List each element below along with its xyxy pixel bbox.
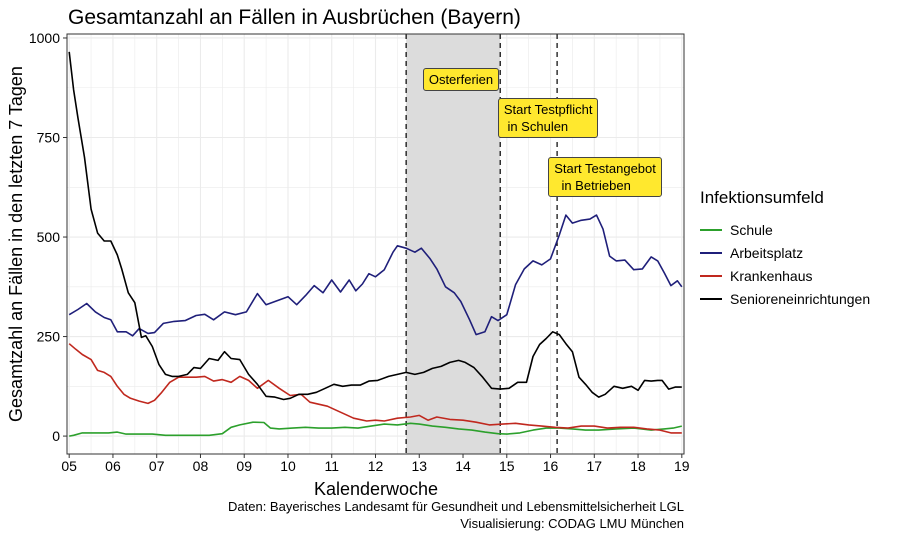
y-axis-label: Gesamtzahl an Fällen in den letzten 7 Ta… bbox=[6, 66, 26, 422]
x-tick-label: 11 bbox=[324, 458, 339, 474]
legend-key bbox=[700, 228, 722, 231]
legend-items: Schule Arbeitsplatz Krankenhaus Seniorenein… bbox=[700, 218, 870, 310]
y-tick-label: 750 bbox=[37, 130, 61, 146]
x-tick-label: 19 bbox=[674, 458, 690, 474]
shaded-region bbox=[406, 34, 501, 454]
legend-label: Senioreneinrichtungen bbox=[730, 290, 871, 307]
y-axis-ticks: 0 250 500 750 1000 bbox=[29, 30, 67, 444]
series-line-senioreneinrichtungen bbox=[68, 51, 682, 401]
x-axis-ticks: 05 06 07 08 09 10 11 12 13 14 15 16 17 18 19 bbox=[61, 454, 690, 474]
x-tick-label: 18 bbox=[630, 458, 646, 474]
series-line-krankenhaus bbox=[68, 343, 682, 434]
x-tick-label: 07 bbox=[149, 458, 165, 474]
x-tick-label: 14 bbox=[455, 458, 471, 474]
x-tick-label: 09 bbox=[236, 458, 252, 474]
legend-item: Krankenhaus bbox=[700, 264, 870, 287]
legend-label: Arbeitsplatz bbox=[730, 244, 804, 261]
series-lines bbox=[68, 51, 683, 437]
legend-label: Schule bbox=[730, 221, 773, 238]
x-tick-label: 05 bbox=[61, 458, 77, 474]
annotation-label: Osterferien bbox=[422, 68, 500, 92]
x-tick-label: 08 bbox=[193, 458, 209, 474]
x-tick-label: 10 bbox=[280, 458, 296, 474]
x-tick-label: 16 bbox=[543, 458, 559, 474]
legend-key bbox=[700, 297, 722, 300]
x-tick-label: 17 bbox=[587, 458, 603, 474]
legend-item: Arbeitsplatz bbox=[700, 241, 870, 264]
chart-title: Gesamtanzahl an Fällen in Ausbrüchen (Ba… bbox=[68, 6, 521, 29]
legend-item: Senioreneinrichtungen bbox=[700, 287, 870, 310]
y-tick-label: 250 bbox=[37, 329, 61, 345]
data-source-caption: Daten: Bayerisches Landesamt für Gesundh… bbox=[228, 499, 684, 514]
easter-holiday-shading bbox=[406, 34, 501, 454]
legend-key bbox=[700, 251, 722, 254]
y-tick-label: 0 bbox=[52, 428, 60, 444]
series-line-arbeitsplatz bbox=[68, 214, 683, 337]
legend-label: Krankenhaus bbox=[730, 267, 813, 284]
x-axis-label: Kalenderwoche bbox=[314, 479, 438, 499]
x-tick-label: 12 bbox=[368, 458, 384, 474]
legend-item: Schule bbox=[700, 218, 870, 241]
x-tick-label: 13 bbox=[411, 458, 427, 474]
legend-key bbox=[700, 274, 722, 277]
y-tick-label: 500 bbox=[37, 229, 61, 245]
annotation-label: Start Testangebot in Betrieben bbox=[548, 157, 662, 198]
x-tick-label: 15 bbox=[499, 458, 515, 474]
legend: Infektionsumfeld Schule Arbeitsplatz Krank… bbox=[700, 188, 870, 310]
x-tick-label: 06 bbox=[105, 458, 121, 474]
annotation-label: Start Testpflicht in Schulen bbox=[497, 97, 599, 138]
y-tick-label: 1000 bbox=[29, 30, 60, 46]
legend-title: Infektionsumfeld bbox=[700, 188, 824, 207]
event-lines bbox=[405, 34, 558, 454]
visualization-credit: Visualisierung: CODAG LMU München bbox=[460, 516, 684, 531]
